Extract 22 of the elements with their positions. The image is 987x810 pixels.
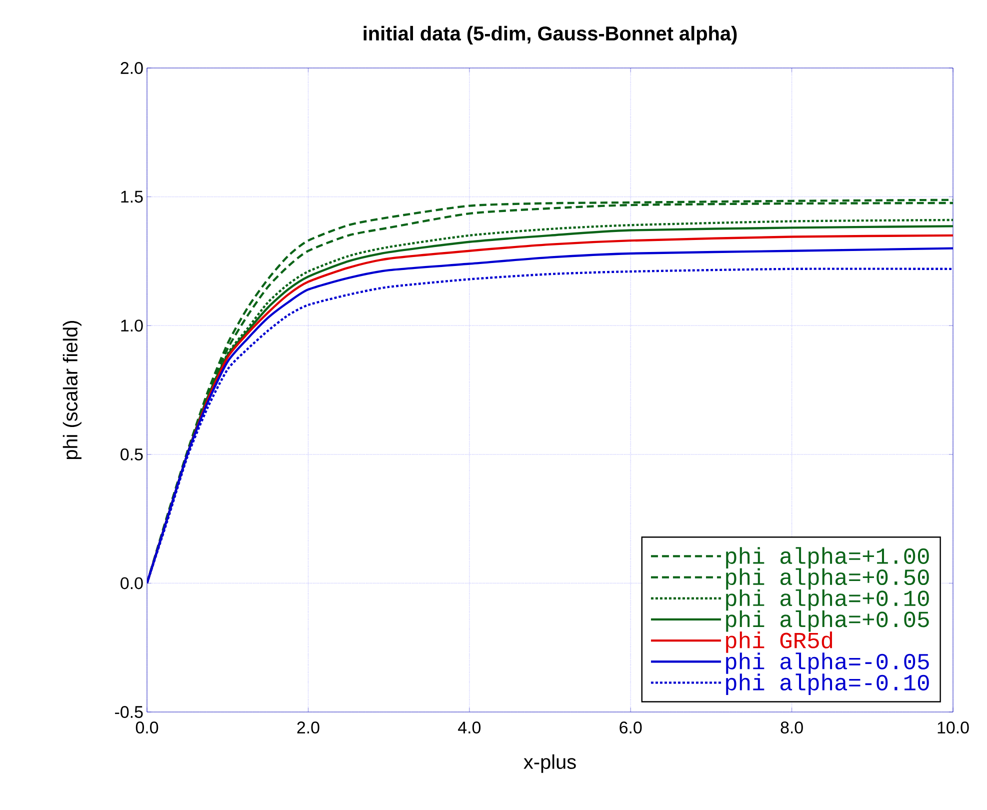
legend-label: phi alpha=+0.05 <box>726 610 929 632</box>
y-axis-title: phi (scalar field) <box>62 320 82 460</box>
x-tick-label: 4.0 <box>458 722 481 734</box>
legend-label: phi alpha=-0.05 <box>726 652 929 674</box>
x-tick-label: 6.0 <box>620 722 642 734</box>
x-tick-label: 8.0 <box>780 722 803 734</box>
legend-label: phi alpha=+0.50 <box>726 568 929 590</box>
y-tick-label: -0.5 <box>115 706 143 718</box>
legend-label: phi alpha=+0.10 <box>726 589 929 611</box>
legend-label: phi alpha=-0.10 <box>726 674 929 696</box>
x-tick-label: 2.0 <box>297 722 320 734</box>
y-tick-label: 0.5 <box>120 448 143 460</box>
legend-label: phi GR5d <box>726 631 832 653</box>
chart-title: initial data (5-dim, Gauss-Bonnet alpha) <box>364 26 737 44</box>
y-tick-label: 0.0 <box>120 577 143 590</box>
y-tick-label: 1.5 <box>121 190 143 203</box>
y-tick-label: 2.0 <box>120 62 143 74</box>
x-axis-title: x-plus <box>524 754 576 773</box>
y-tick-label: 1.0 <box>121 320 143 332</box>
x-tick-label: 0.0 <box>136 722 158 734</box>
legend-label: phi alpha=+1.00 <box>726 547 929 569</box>
x-tick-label: 10.0 <box>938 722 969 734</box>
